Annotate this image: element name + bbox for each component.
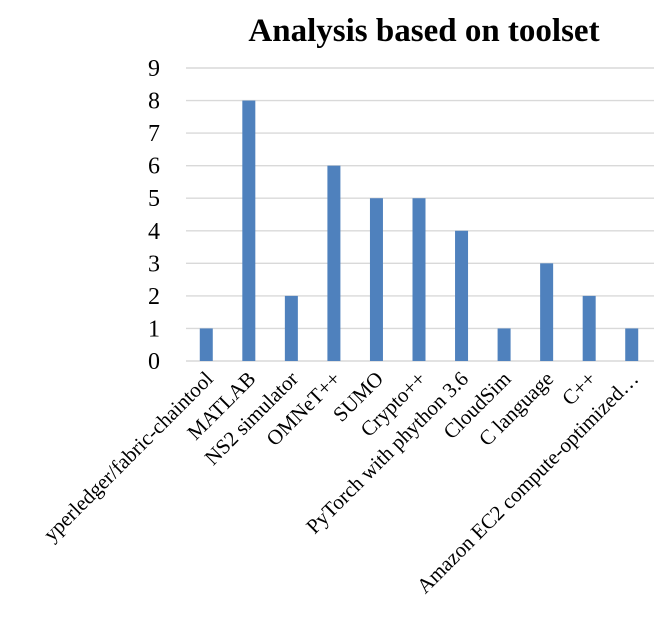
bar	[369, 198, 383, 361]
bar	[497, 328, 511, 361]
bar	[242, 100, 256, 362]
bar	[625, 328, 639, 361]
bar	[284, 295, 298, 361]
bar	[455, 230, 469, 361]
bar	[582, 295, 596, 361]
bar	[412, 198, 426, 361]
y-tick-label: 5	[148, 186, 160, 212]
bars	[199, 100, 639, 362]
y-tick-label: 0	[148, 349, 160, 375]
y-tick-label: 8	[148, 89, 160, 115]
bar	[327, 165, 341, 361]
y-tick-label: 3	[148, 251, 160, 277]
y-tick-label: 6	[148, 154, 160, 180]
x-category-label: yperledger/fabric-chaintool	[38, 366, 218, 546]
y-tick-label: 7	[148, 121, 160, 147]
chart-title: Analysis based on toolset	[248, 13, 599, 49]
bar	[199, 328, 213, 361]
bar	[540, 263, 554, 361]
y-tick-label: 4	[148, 219, 160, 245]
y-axis-ticks: 0 1 2 3 4 5 6 7 8 9	[148, 56, 160, 375]
y-tick-label: 1	[148, 316, 160, 342]
y-tick-label: 2	[148, 284, 160, 310]
y-tick-label: 9	[148, 56, 160, 82]
